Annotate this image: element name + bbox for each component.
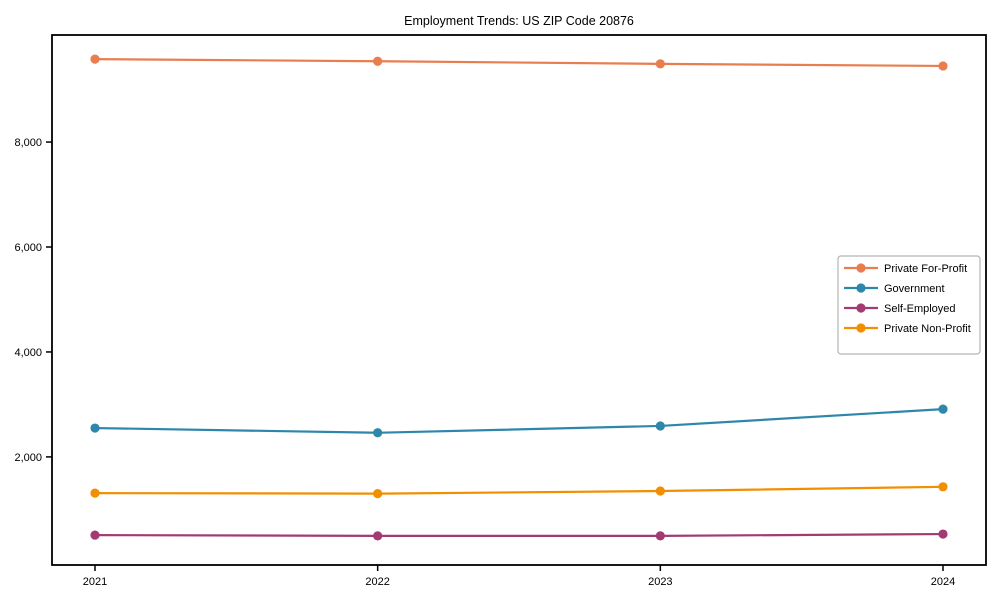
data-point-government-2023 bbox=[655, 421, 665, 431]
series-self-employed bbox=[90, 529, 948, 541]
data-point-self-employed-2024 bbox=[938, 529, 948, 539]
legend-label: Private For-Profit bbox=[884, 263, 967, 275]
data-point-private-for-profit-2022 bbox=[373, 56, 383, 66]
data-point-government-2021 bbox=[90, 423, 100, 433]
data-point-self-employed-2021 bbox=[90, 530, 100, 540]
chart-title: Employment Trends: US ZIP Code 20876 bbox=[404, 14, 634, 28]
legend-entry-government: Government bbox=[844, 283, 945, 295]
series-private-non-profit bbox=[90, 482, 948, 499]
legend-entry-private-for-profit: Private For-Profit bbox=[844, 263, 967, 275]
legend-marker-sample bbox=[856, 303, 866, 313]
data-point-private-non-profit-2022 bbox=[373, 489, 383, 499]
y-tick-label: 6,000 bbox=[14, 242, 42, 254]
y-tick-label: 2,000 bbox=[14, 452, 42, 464]
y-tick-label: 4,000 bbox=[14, 347, 42, 359]
legend-entry-private-non-profit: Private Non-Profit bbox=[844, 323, 971, 335]
legend-label: Self-Employed bbox=[884, 303, 956, 315]
series-line-private-non-profit bbox=[94, 485, 944, 495]
legend-marker-sample bbox=[856, 263, 866, 273]
series-government bbox=[90, 404, 948, 438]
plot-area: 2,000 4,000 6,000 8,000 2021 2022 2023 2024 bbox=[14, 34, 987, 588]
y-tick-label: 8,000 bbox=[14, 137, 42, 149]
data-point-government-2024 bbox=[938, 404, 948, 414]
legend-marker-sample bbox=[856, 283, 866, 293]
data-point-private-non-profit-2023 bbox=[655, 486, 665, 496]
legend-entry-self-employed: Self-Employed bbox=[844, 303, 956, 315]
plot-border bbox=[51, 34, 987, 566]
series-private-for-profit bbox=[90, 54, 948, 71]
data-point-private-for-profit-2024 bbox=[938, 61, 948, 71]
legend-marker-sample bbox=[856, 323, 866, 333]
series-layer bbox=[90, 54, 948, 541]
x-tick-label: 2021 bbox=[83, 576, 107, 588]
x-tick-label: 2024 bbox=[931, 576, 955, 588]
series-line-government bbox=[94, 408, 944, 434]
series-line-private-for-profit bbox=[94, 58, 944, 68]
data-point-self-employed-2022 bbox=[373, 531, 383, 541]
series-line-self-employed bbox=[94, 532, 944, 537]
data-point-private-non-profit-2024 bbox=[938, 482, 948, 492]
data-point-private-for-profit-2023 bbox=[655, 59, 665, 69]
legend-label: Government bbox=[884, 283, 945, 295]
data-point-private-non-profit-2021 bbox=[90, 488, 100, 498]
x-tick-label: 2022 bbox=[365, 576, 389, 588]
data-point-private-for-profit-2021 bbox=[90, 54, 100, 64]
legend-box bbox=[837, 255, 981, 355]
data-point-government-2022 bbox=[373, 428, 383, 438]
x-tick-label: 2023 bbox=[648, 576, 672, 588]
legend: Private For-Profit Government Self-Employe… bbox=[837, 255, 981, 355]
data-point-self-employed-2023 bbox=[655, 531, 665, 541]
legend-label: Private Non-Profit bbox=[884, 323, 971, 335]
